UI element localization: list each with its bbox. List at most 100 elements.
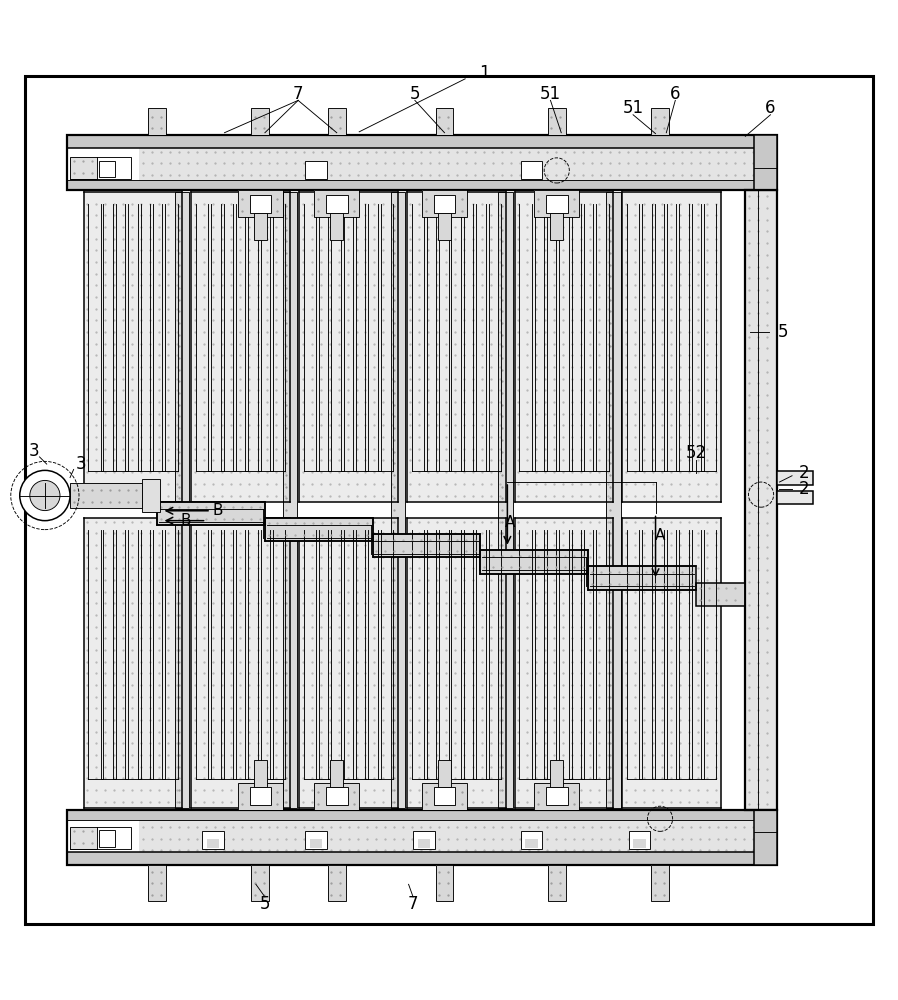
Bar (265, 518, 373, 541)
Bar (438, 213, 451, 240)
Bar (251, 865, 269, 901)
Bar (434, 787, 455, 805)
Bar (67, 810, 777, 865)
Bar (251, 108, 269, 135)
Bar (67, 135, 777, 148)
Bar (550, 213, 563, 240)
Bar (191, 192, 290, 502)
Bar (202, 831, 224, 849)
Bar (265, 518, 373, 541)
Bar (436, 865, 453, 901)
Bar (413, 831, 435, 849)
Bar (777, 491, 813, 504)
Bar (142, 479, 160, 512)
Bar (422, 783, 467, 810)
Bar (745, 190, 777, 810)
Bar (326, 787, 348, 805)
Bar (139, 143, 777, 181)
Bar (422, 190, 467, 217)
Text: 1: 1 (480, 64, 490, 82)
Bar (498, 192, 513, 808)
Bar (238, 190, 283, 217)
Bar (391, 192, 405, 808)
Bar (480, 550, 588, 574)
Bar (534, 190, 579, 217)
Circle shape (30, 480, 60, 511)
Bar (525, 839, 538, 848)
Bar (436, 108, 453, 135)
Bar (67, 180, 777, 190)
Text: 3: 3 (29, 442, 40, 460)
Bar (622, 518, 721, 808)
Bar (548, 865, 566, 901)
Text: 51: 51 (622, 99, 644, 117)
Bar (754, 810, 777, 865)
Bar (515, 192, 613, 502)
Bar (436, 108, 453, 135)
Text: 52: 52 (685, 444, 707, 462)
Bar (777, 471, 813, 485)
Bar (139, 819, 777, 857)
Bar (175, 192, 189, 808)
Bar (148, 108, 166, 135)
Bar (438, 760, 451, 787)
Bar (434, 195, 455, 213)
Bar (70, 827, 97, 849)
Bar (373, 534, 480, 557)
Bar (328, 108, 346, 135)
Bar (310, 839, 322, 848)
Bar (436, 865, 453, 901)
Bar (622, 192, 721, 502)
Circle shape (20, 470, 70, 521)
Bar (314, 190, 359, 217)
Bar (546, 787, 568, 805)
Bar (283, 192, 297, 808)
Bar (157, 502, 265, 525)
Bar (515, 518, 613, 808)
Bar (99, 161, 115, 177)
Bar (480, 550, 588, 574)
Bar (651, 865, 669, 901)
Bar (651, 108, 669, 135)
Bar (314, 190, 359, 217)
Bar (191, 518, 290, 808)
Bar (330, 213, 343, 240)
Bar (550, 760, 563, 787)
Bar (238, 783, 283, 810)
Text: B: B (180, 513, 191, 528)
Bar (299, 518, 398, 808)
Text: A: A (655, 528, 665, 543)
Bar (254, 213, 267, 240)
Bar (328, 865, 346, 901)
Bar (606, 192, 621, 808)
Bar (651, 108, 669, 135)
Bar (548, 108, 566, 135)
Bar (373, 534, 480, 557)
Bar (148, 108, 166, 135)
Bar (70, 483, 142, 508)
Text: B: B (212, 503, 223, 518)
Bar (534, 783, 579, 810)
Bar (696, 583, 745, 606)
Bar (328, 108, 346, 135)
Text: 2: 2 (798, 480, 809, 498)
Bar (391, 192, 405, 808)
Bar (254, 760, 267, 787)
Bar (534, 783, 579, 810)
Bar (305, 161, 327, 179)
Bar (67, 852, 777, 865)
Text: 5: 5 (778, 323, 788, 341)
Bar (606, 192, 621, 808)
Text: 7: 7 (293, 85, 304, 103)
Text: 7: 7 (408, 895, 418, 913)
Bar (534, 190, 579, 217)
Bar (250, 787, 271, 805)
Bar (314, 783, 359, 810)
Text: 6: 6 (765, 99, 776, 117)
Bar (548, 865, 566, 901)
Bar (99, 830, 115, 847)
Bar (407, 192, 506, 502)
Bar (67, 135, 777, 190)
Bar (521, 831, 542, 849)
Bar (70, 827, 131, 849)
